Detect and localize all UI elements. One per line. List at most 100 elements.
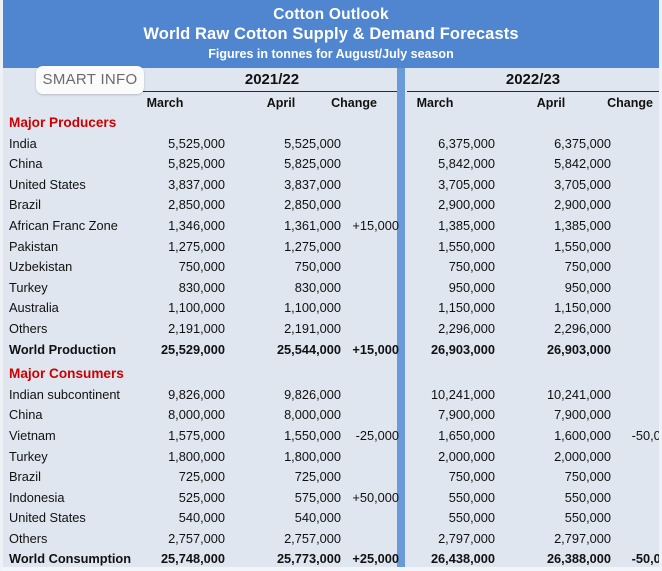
table-row: Turkey 830,000 830,000 950,000 950,000	[3, 278, 659, 299]
column-header-march-2022: March	[416, 96, 454, 110]
table-row-m1: 2,191,000	[168, 320, 225, 336]
table-row-a2: 1,385,000	[554, 217, 611, 233]
season-label-2022-23: 2022/23	[505, 71, 561, 88]
column-header-april-2022: April	[536, 96, 566, 110]
table-row-label: Pakistan	[9, 238, 59, 254]
table-row-m1: 525,000	[178, 489, 225, 505]
table-row-m1: 540,000	[178, 510, 225, 526]
table-row-label: Indonesia	[9, 489, 65, 505]
table-row-a1: 575,000	[294, 489, 341, 505]
table-row: Brazil 2,850,000 2,850,000 2,900,000 2,900,0…	[3, 195, 659, 216]
table-row-label: Vietnam	[9, 427, 56, 443]
table-row-m2: 3,705,000	[438, 176, 495, 192]
table-row: Vietnam 1,575,000 1,550,000 -25,000 1,650,00…	[3, 426, 659, 447]
table-row-a1: 2,757,000	[284, 530, 341, 546]
table-row-m2: 2,797,000	[438, 530, 495, 546]
table-row-a2: 2,797,000	[554, 530, 611, 546]
banner-title: Cotton Outlook	[273, 6, 389, 23]
table-row-a2: 2,000,000	[554, 448, 611, 464]
section-header: Major Consumers	[3, 364, 659, 385]
section-title: Major Consumers	[9, 366, 124, 382]
table-row-m1: 5,825,000	[168, 156, 225, 172]
table-row: United States 540,000 540,000 550,000 550,00…	[3, 508, 659, 529]
table-row-a1: 5,825,000	[284, 156, 341, 172]
section-title: Major Producers	[9, 115, 117, 130]
total-row-a2: 26,903,000	[546, 341, 611, 357]
table-row: Uzbekistan 750,000 750,000 750,000 750,000	[3, 257, 659, 278]
total-row-a2: 26,388,000	[546, 551, 611, 567]
table-row: Indian subcontinent 9,826,000 9,826,000 10,…	[3, 385, 659, 406]
season-header-band: 2021/22 2022/23	[3, 68, 659, 91]
table-row-label: Others	[9, 320, 48, 336]
table-row-a2: 6,375,000	[554, 135, 611, 151]
banner-note: Figures in tonnes for August/July season	[208, 47, 454, 61]
table-row-a2: 7,900,000	[554, 407, 611, 423]
total-row-a1: 25,544,000	[276, 341, 341, 357]
table-row-m1: 830,000	[178, 279, 225, 295]
table-row-m2: 950,000	[448, 279, 495, 295]
table-row-m1: 2,850,000	[168, 197, 225, 213]
table-row-c2: -50,000	[631, 427, 661, 443]
total-row-label: World Consumption	[9, 551, 132, 567]
table-row-m2: 10,241,000	[430, 386, 495, 402]
table-row-label: United States	[9, 510, 86, 526]
table-row-m1: 1,100,000	[168, 300, 225, 316]
table-row-m1: 5,525,000	[168, 135, 225, 151]
season-label-2021-22: 2021/22	[244, 71, 300, 88]
header-rule-right	[407, 91, 659, 92]
table-row-a1: 8,000,000	[284, 407, 341, 423]
table-row-m2: 7,900,000	[438, 407, 495, 423]
banner-subtitle: World Raw Cotton Supply & Demand Forecas…	[143, 25, 519, 43]
table-row-m1: 3,837,000	[168, 176, 225, 192]
table-row-m2: 1,385,000	[438, 217, 495, 233]
total-row-c1: +15,000	[352, 341, 399, 357]
table-row-m1: 725,000	[178, 469, 225, 485]
column-header-march-2021: March	[146, 96, 184, 110]
table-row-label: Australia	[9, 300, 59, 316]
table-row-a1: 5,525,000	[284, 135, 341, 151]
table-row-a1: 2,850,000	[284, 197, 341, 213]
season-divider	[397, 68, 405, 567]
table-row-a2: 3,705,000	[554, 176, 611, 192]
banner-header: Cotton Outlook World Raw Cotton Supply &…	[3, 0, 659, 68]
table-row-a1: 9,826,000	[284, 386, 341, 402]
table-row-label: Indian subcontinent	[9, 386, 120, 402]
table-row-m1: 750,000	[178, 259, 225, 275]
table-row-a2: 2,296,000	[554, 320, 611, 336]
section-header: Major Producers	[3, 113, 659, 134]
table-row-m1: 1,275,000	[168, 238, 225, 254]
total-row-label: World Production	[9, 341, 117, 357]
table-row: Pakistan 1,275,000 1,275,000 1,550,000 1,550…	[3, 237, 659, 258]
table-row-a2: 5,842,000	[554, 156, 611, 172]
table-row-label: Turkey	[9, 448, 48, 464]
table-row: Turkey 1,800,000 1,800,000 2,000,000 2,000,0…	[3, 447, 659, 468]
total-row: World Consumption 25,748,000 25,773,000 +25…	[3, 549, 661, 567]
table-row-a1: 1,800,000	[284, 448, 341, 464]
smart-info-badge[interactable]: SMART INFO	[36, 66, 144, 94]
table-row: Australia 1,100,000 1,100,000 1,150,000 1,15…	[3, 298, 659, 319]
total-row-m1: 25,529,000	[160, 341, 225, 357]
total-row-m2: 26,903,000	[430, 341, 495, 357]
table-row-c1: +15,000	[352, 217, 399, 233]
table-row-m1: 1,346,000	[168, 217, 225, 233]
table-row-label: Brazil	[9, 469, 41, 485]
table-row-a1: 1,550,000	[284, 427, 341, 443]
table-row-label: Uzbekistan	[9, 259, 73, 275]
table-row-m2: 750,000	[448, 469, 495, 485]
header-rule-left	[143, 91, 397, 92]
table-row-a1: 830,000	[294, 279, 341, 295]
table-row-a1: 750,000	[294, 259, 341, 275]
table-row-m1: 1,575,000	[168, 427, 225, 443]
table-row-m1: 9,826,000	[168, 386, 225, 402]
table-row-a2: 550,000	[564, 489, 611, 505]
table-row-a1: 725,000	[294, 469, 341, 485]
table-row-a2: 10,241,000	[546, 386, 611, 402]
table-row-m2: 1,650,000	[438, 427, 495, 443]
table-row-a1: 3,837,000	[284, 176, 341, 192]
total-row-c2: -50,000	[631, 551, 661, 567]
table-row-m1: 1,800,000	[168, 448, 225, 464]
total-row: World Production 25,529,000 25,544,000 +15,…	[3, 340, 659, 361]
table-body: Major Producers India 5,525,000 5,525,000 6,…	[3, 113, 661, 567]
table-row-a1: 540,000	[294, 510, 341, 526]
